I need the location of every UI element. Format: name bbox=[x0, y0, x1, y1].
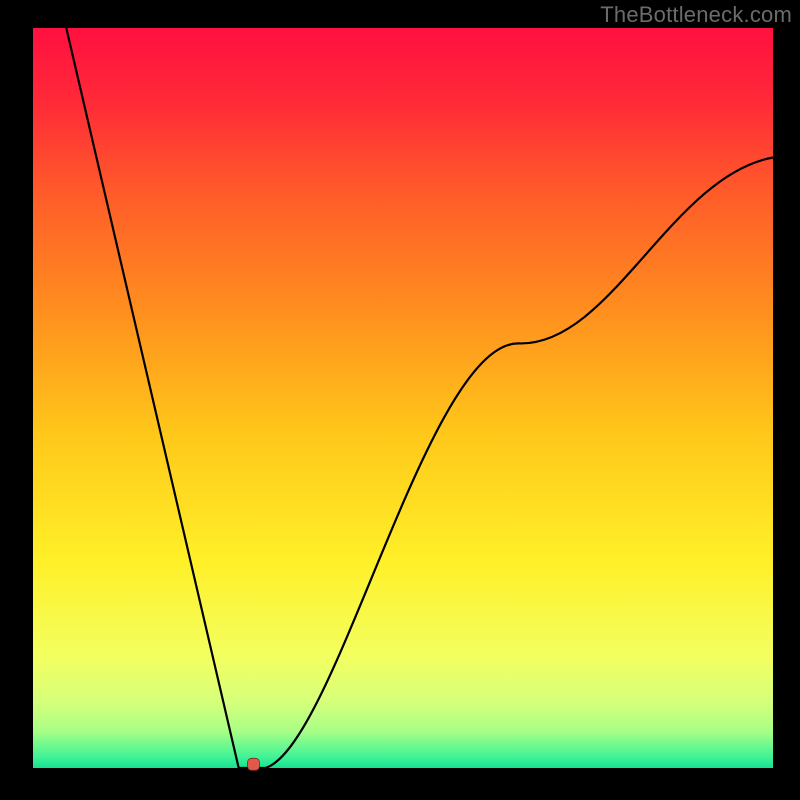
chart-stage: TheBottleneck.com bbox=[0, 0, 800, 800]
watermark-text: TheBottleneck.com bbox=[600, 2, 792, 28]
plot-gradient-background bbox=[33, 28, 773, 768]
